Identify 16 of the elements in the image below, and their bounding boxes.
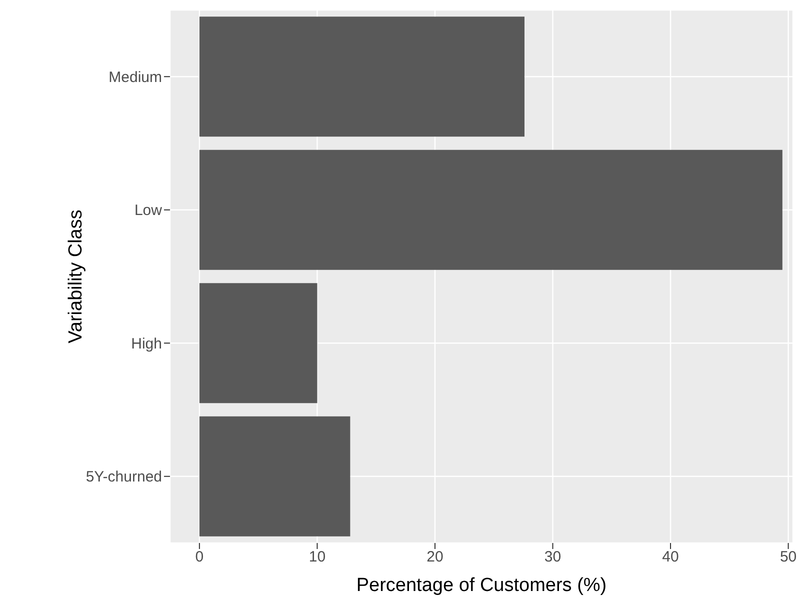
bar [199,150,782,270]
x-tick-label: 50 [780,548,797,566]
y-tick-label: Medium [108,68,162,86]
y-tick-label: Low [134,202,162,220]
bar [199,16,524,137]
y-tick-label: High [131,335,162,352]
y-axis-title: Variability Class [66,210,87,344]
x-tick-label: 40 [662,548,679,566]
x-tick-label: 20 [426,548,444,566]
x-axis-title: Percentage of Customers (%) [356,575,607,596]
bar [199,416,350,536]
x-tick-label: 10 [308,548,326,566]
x-tick-label: 30 [544,548,562,566]
bar [199,283,318,404]
y-tick-label: 5Y-churned [86,468,162,486]
x-tick-label: 0 [195,548,204,566]
